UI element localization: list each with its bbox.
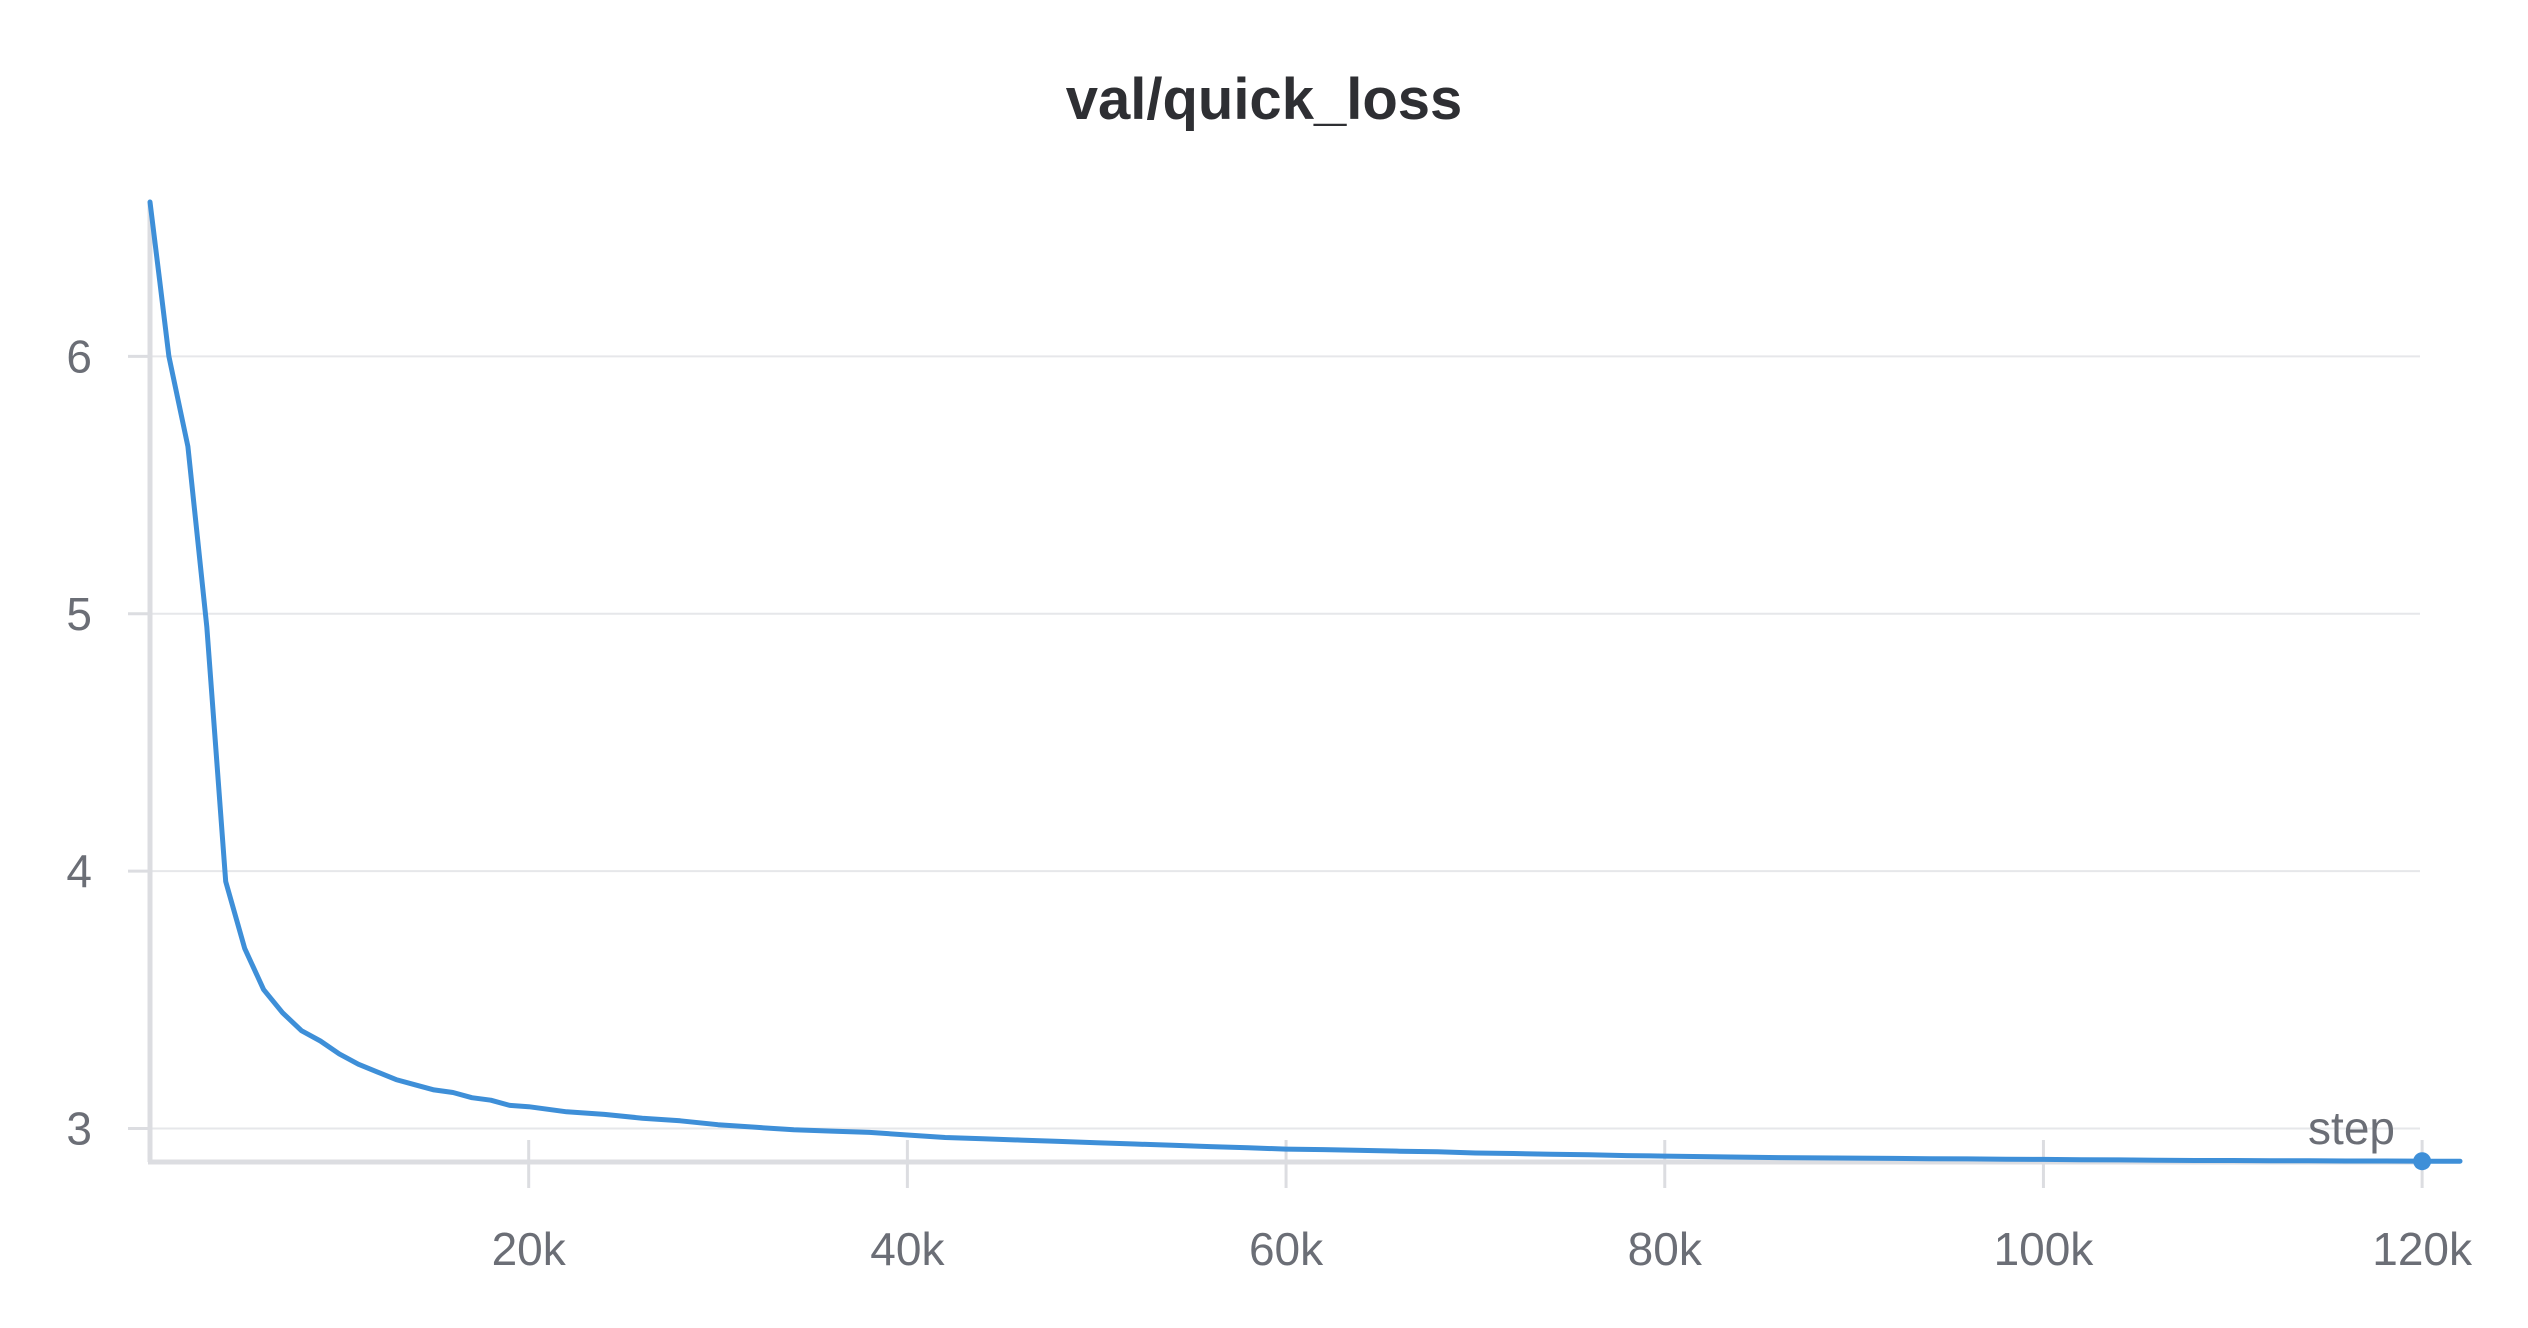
y-tick-label: 5 xyxy=(66,588,92,640)
axes xyxy=(128,202,2424,1188)
y-tick-label: 4 xyxy=(66,845,92,897)
x-tick-label: 40k xyxy=(870,1223,945,1275)
x-tick-label: 120k xyxy=(2372,1223,2473,1275)
x-tick-label: 80k xyxy=(1628,1223,1703,1275)
y-tick-label: 3 xyxy=(66,1103,92,1155)
y-tick-label: 6 xyxy=(66,330,92,382)
series-line xyxy=(147,199,2463,1164)
x-tick-label: 100k xyxy=(1994,1223,2095,1275)
tick-labels: 3 4 5 6 20k 40k 60k 80k 100k 120k xyxy=(66,330,2473,1275)
chart-title: val/quick_loss xyxy=(1065,67,1463,132)
x-tick-label: 20k xyxy=(492,1223,567,1275)
x-tick-label: 60k xyxy=(1249,1223,1324,1275)
series-end-point[interactable] xyxy=(2413,1152,2432,1171)
x-axis-label: step xyxy=(2308,1102,2395,1154)
grid-lines xyxy=(150,355,2420,1130)
series-layer xyxy=(147,199,2463,1171)
